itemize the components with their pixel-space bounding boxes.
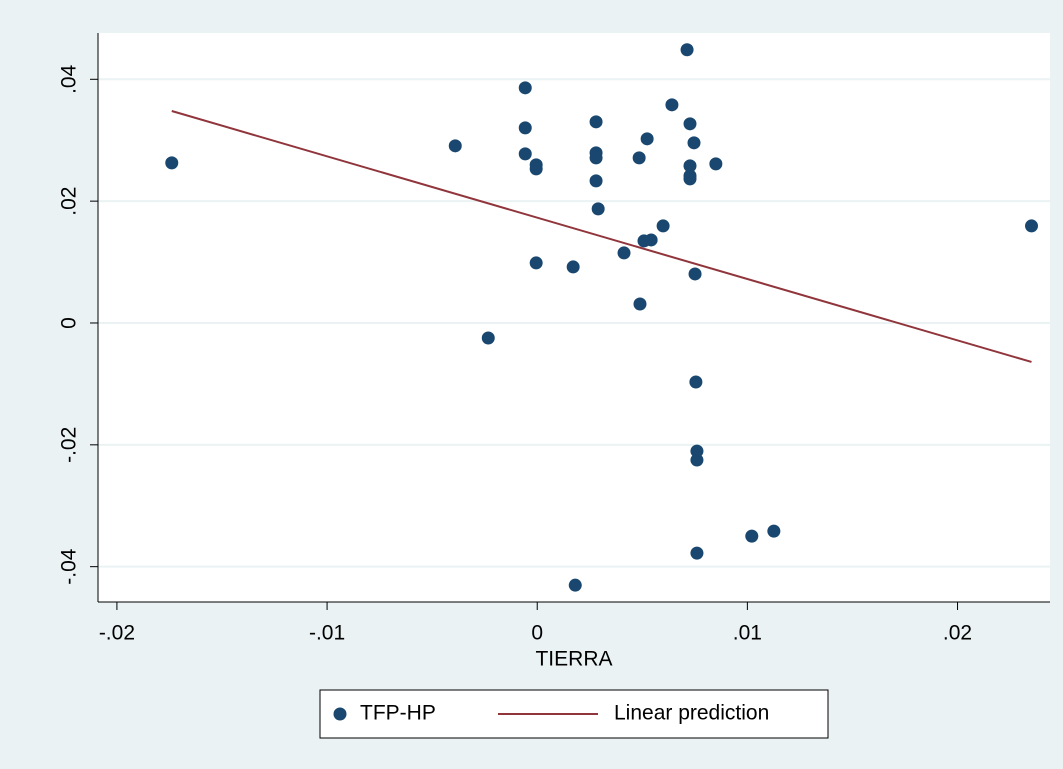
- legend-label: Linear prediction: [614, 702, 769, 725]
- y-tick-label: -.02: [58, 427, 81, 463]
- point: [589, 115, 603, 129]
- point: [589, 174, 603, 188]
- point: [589, 151, 603, 165]
- legend-marker: [333, 707, 347, 721]
- point: [165, 156, 179, 170]
- legend-label: TFP-HP: [360, 702, 436, 725]
- y-tick-label: .04: [58, 64, 81, 94]
- point: [709, 157, 723, 171]
- fit-line: [171, 110, 1032, 363]
- x-tick-label: -.01: [309, 622, 345, 645]
- point: [680, 43, 694, 57]
- point: [690, 546, 704, 560]
- x-tick-label: .01: [733, 622, 762, 645]
- point: [481, 331, 495, 345]
- x-axis-title: TIERRA: [535, 648, 612, 671]
- x-tick-label: 0: [531, 622, 543, 645]
- point: [689, 375, 703, 389]
- y-tick-label: -.04: [58, 548, 81, 585]
- y-tick-label: 0: [58, 317, 81, 329]
- point: [745, 529, 759, 543]
- point: [640, 132, 654, 146]
- point: [644, 233, 658, 247]
- point: [767, 524, 781, 538]
- point: [566, 260, 580, 274]
- point: [633, 297, 647, 311]
- point: [518, 147, 532, 161]
- point: [617, 246, 631, 260]
- point: [529, 162, 543, 176]
- plot-area: [98, 33, 1050, 602]
- point: [529, 256, 543, 270]
- point: [683, 159, 697, 173]
- point: [683, 117, 697, 131]
- point: [1025, 219, 1039, 233]
- point: [690, 444, 704, 458]
- point: [518, 81, 532, 95]
- point: [591, 202, 605, 216]
- point: [665, 98, 679, 112]
- x-tick-label: .02: [943, 622, 972, 645]
- y-tick-label: .02: [58, 187, 81, 216]
- point: [632, 151, 646, 165]
- point: [656, 219, 670, 233]
- point: [687, 136, 701, 150]
- point: [688, 267, 702, 281]
- x-tick-label: -.02: [99, 622, 135, 645]
- point: [568, 578, 582, 592]
- point: [683, 169, 697, 183]
- point: [448, 139, 462, 153]
- point: [518, 121, 532, 135]
- point: [690, 453, 704, 467]
